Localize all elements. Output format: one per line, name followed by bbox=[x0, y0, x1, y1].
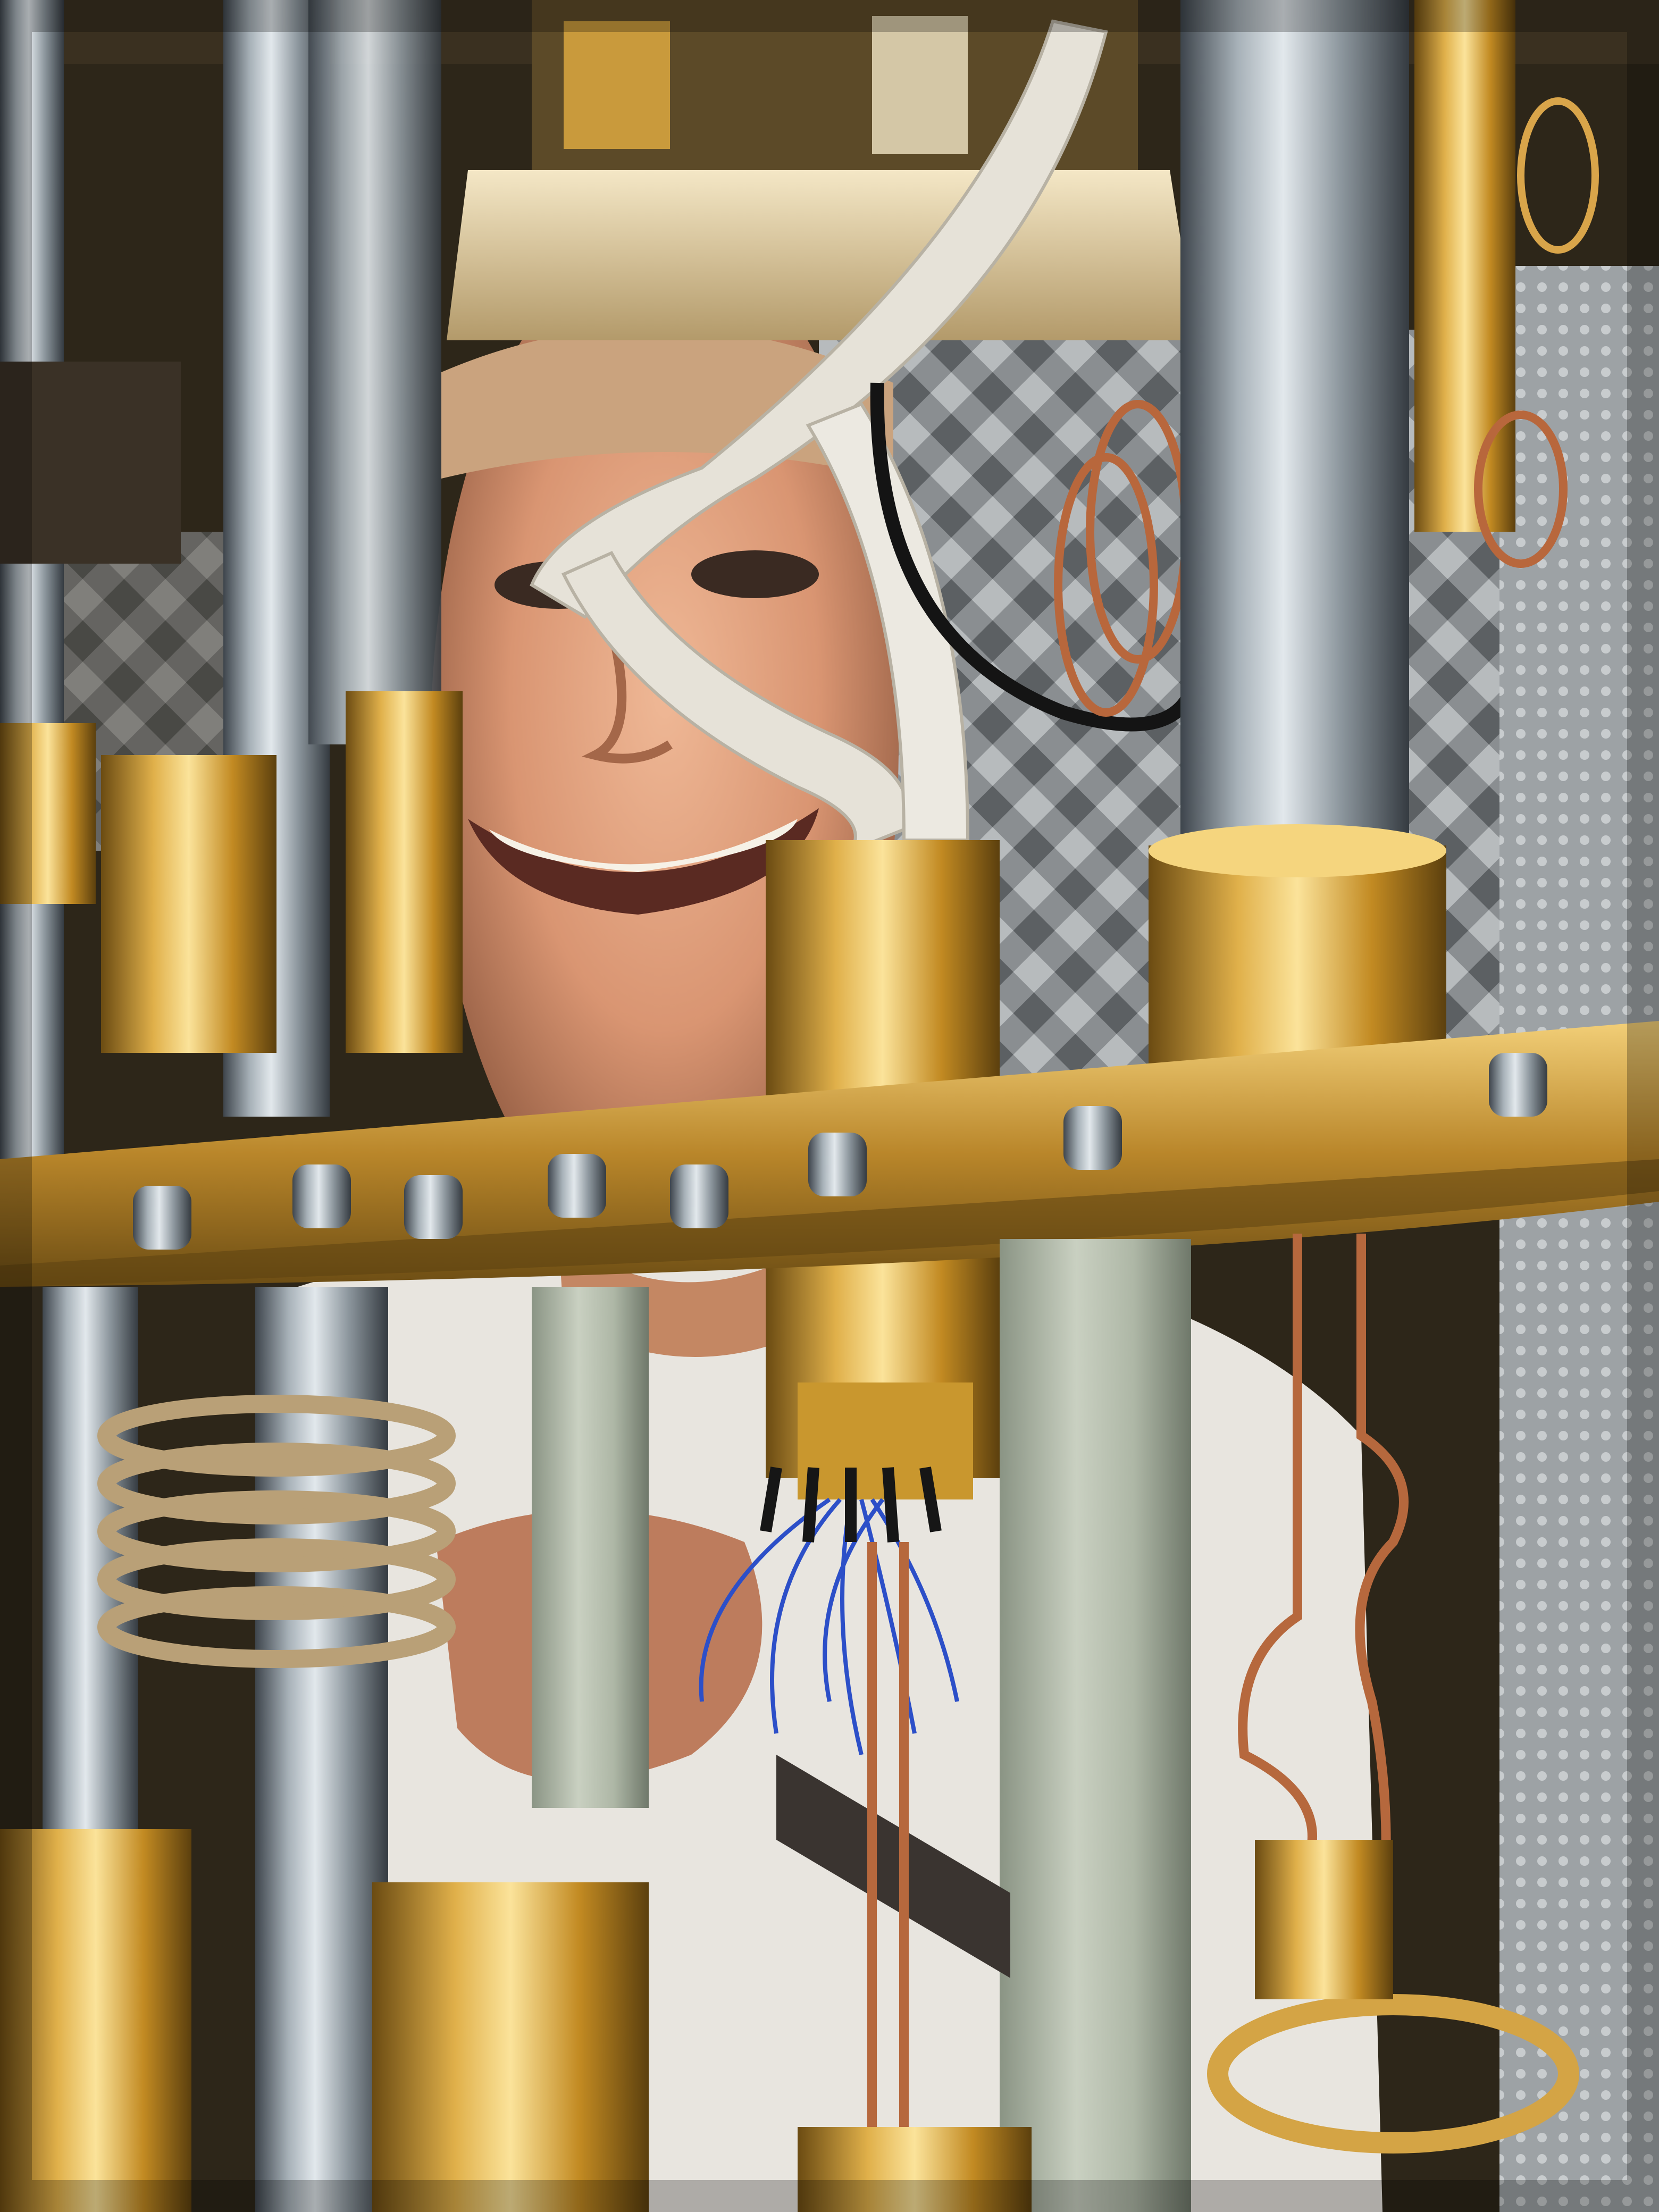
gold-clamp-lower bbox=[1255, 1840, 1393, 1999]
gold-block-lower bbox=[372, 1882, 649, 2212]
upper-block-2 bbox=[872, 16, 968, 154]
steel-pillar-right bbox=[1180, 0, 1409, 872]
gold-ring-lower-center bbox=[798, 2127, 1032, 2212]
upper-gold-block bbox=[564, 21, 670, 149]
ribbon-cables bbox=[530, 19, 1108, 854]
support-rod-green-left bbox=[532, 1287, 649, 1808]
cable-connector-lower bbox=[776, 1755, 1010, 1978]
gold-flange-lower-left bbox=[0, 1829, 191, 2212]
gold-bracket-right bbox=[1414, 0, 1515, 532]
gold-cylinder-center-left bbox=[346, 691, 463, 1053]
right-eye bbox=[691, 550, 819, 598]
plate-bolts bbox=[133, 1053, 1547, 1250]
steel-pillar-left-2 bbox=[308, 0, 441, 744]
copper-coil-right bbox=[1054, 400, 1568, 717]
gold-ring-lower-right bbox=[1207, 1994, 1579, 2154]
black-cable bbox=[870, 382, 1198, 732]
copper-tubes-lower bbox=[867, 1234, 1409, 2212]
left-dark-block bbox=[0, 362, 181, 564]
steel-pillar-lower-left bbox=[255, 1287, 388, 2212]
steel-pillar-far-left bbox=[0, 0, 64, 1170]
mesh-panel-right bbox=[1499, 266, 1659, 2212]
gold-plate-edge bbox=[0, 1159, 1659, 1287]
mouth bbox=[468, 808, 819, 915]
left-gold-block bbox=[0, 723, 96, 904]
coiled-tube bbox=[97, 1395, 456, 1668]
nose bbox=[582, 626, 673, 764]
black-pins bbox=[760, 1467, 942, 1543]
left-gold-cylinder bbox=[101, 755, 276, 1053]
gold-cylinder-top bbox=[1149, 824, 1446, 877]
support-rod-green-center bbox=[1000, 1239, 1191, 2212]
upper-plate bbox=[447, 170, 1196, 340]
copper-loop-top bbox=[1517, 97, 1599, 254]
teeth bbox=[489, 819, 798, 872]
